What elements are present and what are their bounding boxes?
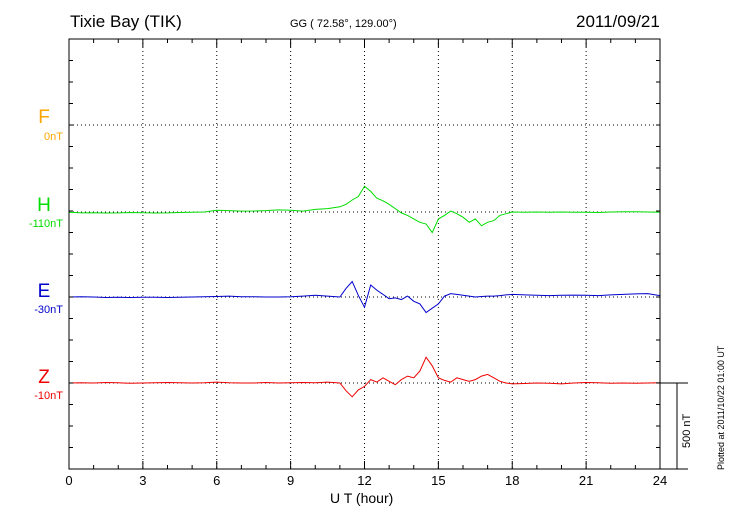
x-tick-label: 18 [505,473,519,488]
scale-bar-label: 500 nT [681,413,693,448]
x-tick-label: 21 [579,473,593,488]
x-tick-label: 15 [431,473,445,488]
component-letter-h: H [37,195,51,216]
axis-ticks: 0 3 6 9 12 15 18 21 24 [65,38,667,488]
component-letter-f: F [38,107,50,128]
grid [69,39,660,469]
series-line-z [68,356,661,398]
component-baseline-e: -30nT [34,304,63,316]
x-tick-label: 9 [287,473,294,488]
x-tick-label: 12 [357,473,371,488]
x-tick-label: 24 [653,473,667,488]
x-tick-label: 3 [139,473,146,488]
series-line-e [68,280,661,314]
component-letter-e: E [37,281,51,302]
component-letter-z: Z [38,367,50,388]
station-coordinates: GG ( 72.58°, 129.00°) [290,18,397,30]
x-tick-label: 6 [213,473,220,488]
x-tick-label: 0 [65,473,72,488]
series-line-h [68,185,661,234]
x-axis-label: U T (hour) [330,490,394,506]
plotted-timestamp: Plotted at 2011/10/22 01:00 UT [716,345,726,470]
date-label: 2011/09/21 [576,12,660,31]
component-baseline-f: 0nT [44,131,63,143]
component-baseline-h: -110nT [28,218,63,230]
component-baseline-z: -10nT [34,390,63,402]
series-lines [68,185,661,398]
scale-bar [660,382,688,470]
station-title: Tixie Bay (TIK) [70,12,182,31]
